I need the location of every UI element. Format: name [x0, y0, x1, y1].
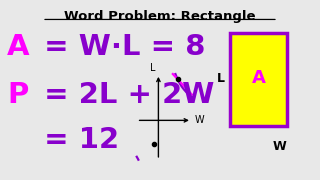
- Text: A: A: [7, 33, 29, 61]
- Text: = W·L = 8: = W·L = 8: [34, 33, 205, 61]
- Text: = 2L + 2W: = 2L + 2W: [34, 81, 214, 109]
- Bar: [230, 33, 287, 126]
- Text: A: A: [252, 69, 266, 87]
- Text: L: L: [217, 72, 225, 85]
- Text: L: L: [150, 63, 156, 73]
- Text: Word Problem: Rectangle: Word Problem: Rectangle: [64, 10, 256, 23]
- Text: = 12: = 12: [34, 126, 119, 154]
- Text: P: P: [7, 81, 28, 109]
- Text: W: W: [195, 115, 204, 125]
- Text: W: W: [273, 140, 286, 153]
